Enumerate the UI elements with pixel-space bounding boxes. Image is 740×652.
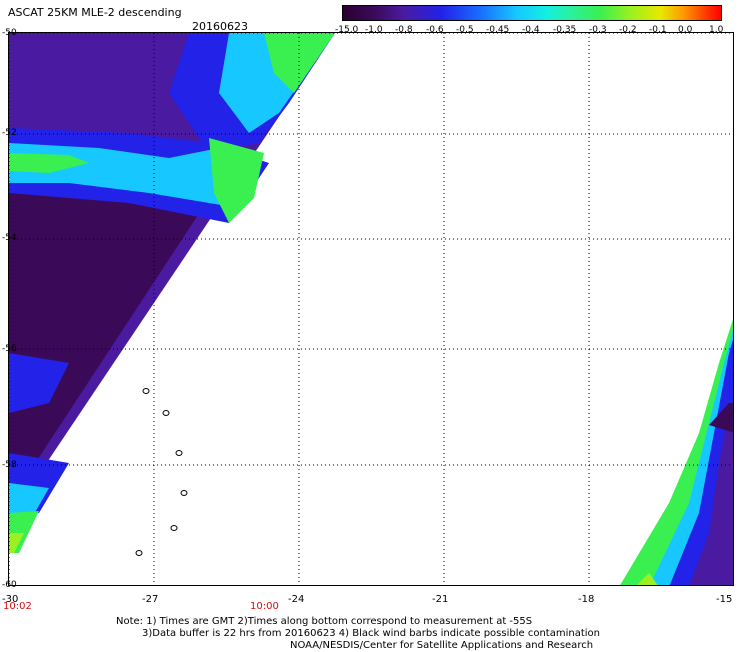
colorbar-tick: -1.0 xyxy=(365,25,383,35)
lon-label: -15 xyxy=(716,594,733,605)
time-label: 10:02 xyxy=(3,601,32,612)
colorbar-tick: -0.45 xyxy=(486,25,510,35)
island-outline xyxy=(135,550,143,556)
wind-map-svg xyxy=(9,33,733,585)
lat-label: -52 xyxy=(2,128,17,138)
colorbar-tick: 0.0 xyxy=(678,25,693,35)
note-line-1: Note: 1) Times are GMT 2)Times along bot… xyxy=(116,616,533,627)
colorbar-tick: -0.5 xyxy=(456,25,474,35)
colorbar-tick: -0.35 xyxy=(553,25,577,35)
island-outline xyxy=(180,490,188,496)
swath-left-yg-bottom xyxy=(9,533,24,553)
colorbar xyxy=(342,5,722,21)
notes-block: Note: 1) Times are GMT 2)Times along bot… xyxy=(116,616,600,652)
note-line-2: 3)Data buffer is 22 hrs from 20160623 4)… xyxy=(142,628,600,639)
lon-label: -27 xyxy=(142,594,159,605)
swath-right-dark xyxy=(709,403,733,433)
lat-label: -50 xyxy=(2,28,17,38)
map-plot-area xyxy=(8,32,734,586)
lon-label: -18 xyxy=(578,594,595,605)
map-title: ASCAT 25KM MLE-2 descending xyxy=(8,6,182,19)
colorbar-tick: -0.2 xyxy=(619,25,637,35)
colorbar-tick: -0.4 xyxy=(522,25,540,35)
lat-label: -58 xyxy=(2,460,17,470)
lon-label: -21 xyxy=(432,594,449,605)
swath-left-blue-low xyxy=(9,353,69,413)
colorbar-ticks: -15.0 -1.0 -0.8 -0.6 -0.5 -0.45 -0.4 -0.… xyxy=(335,25,735,37)
swath-left-band-green2 xyxy=(209,138,264,223)
colorbar-tick: -15.0 xyxy=(335,25,359,35)
swath-left-green xyxy=(264,33,335,93)
colorbar-tick: -0.3 xyxy=(589,25,607,35)
island-outline xyxy=(175,450,183,456)
map-date: 20160623 xyxy=(192,20,248,33)
island-outline xyxy=(162,410,170,416)
island-outline xyxy=(142,388,150,394)
swath-left-band-green xyxy=(9,153,89,173)
lat-label: -56 xyxy=(2,344,17,354)
colorbar-tick: -0.1 xyxy=(649,25,667,35)
lon-label: -30 xyxy=(2,594,19,605)
island-outline xyxy=(170,525,178,531)
colorbar-tick: -0.8 xyxy=(395,25,413,35)
note-line-3: NOAA/NESDIS/Center for Satellite Applica… xyxy=(290,640,594,651)
colorbar-tick: 1.0 xyxy=(709,25,724,35)
swath-right-yg xyxy=(637,573,658,585)
lat-label: -54 xyxy=(2,233,17,243)
time-label: 10:00 xyxy=(250,601,279,612)
swath-right-purple xyxy=(689,399,733,585)
lon-label: -24 xyxy=(288,594,305,605)
swath-left-dark xyxy=(9,183,219,503)
colorbar-tick: -0.6 xyxy=(426,25,444,35)
lat-label: -60 xyxy=(2,580,17,590)
